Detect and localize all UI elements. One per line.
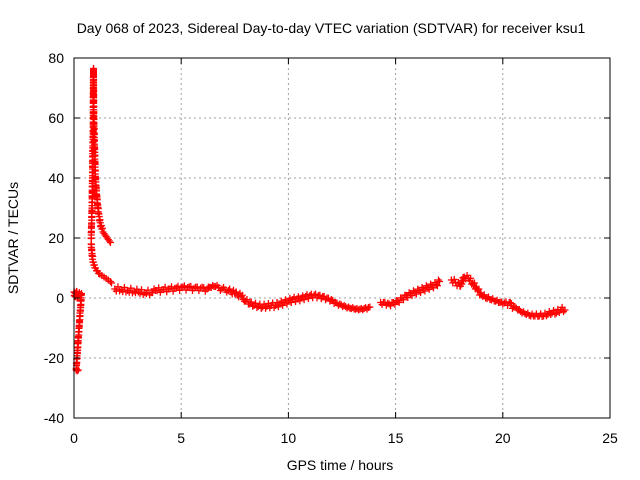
data-point-fill (120, 283, 128, 291)
data-point (432, 281, 440, 288)
data-point-fill (470, 279, 478, 287)
data-points (70, 65, 569, 375)
x-tick-label: 5 (177, 430, 185, 446)
x-axis-label: GPS time / hours (287, 457, 394, 473)
data-point (190, 284, 198, 292)
x-tick-label: 15 (388, 430, 404, 446)
y-tick-label: 0 (56, 290, 64, 306)
data-point-fill (408, 292, 416, 300)
data-point-fill (300, 296, 308, 304)
x-tick-label: 10 (281, 430, 297, 446)
y-tick-label: -20 (44, 350, 64, 366)
data-point (561, 306, 569, 314)
data-point-fill (475, 285, 483, 293)
data-point-fill (412, 290, 420, 298)
chart-title: Day 068 of 2023, Sidereal Day-to-day VTE… (77, 20, 586, 36)
data-point (73, 367, 81, 375)
data-point-fill (238, 291, 246, 299)
data-point (436, 278, 444, 285)
y-tick-label: 80 (48, 50, 64, 66)
data-point-fill (542, 312, 550, 320)
data-point-fill (187, 282, 195, 290)
y-tick-label: 20 (48, 230, 64, 246)
data-point (218, 285, 226, 293)
data-point-fill (399, 296, 407, 304)
data-point-fill (463, 271, 471, 279)
data-point-fill (136, 289, 144, 297)
data-point (327, 296, 335, 303)
data-point-fill (168, 283, 176, 291)
data-point-fill (395, 298, 403, 306)
y-tick-label: 60 (48, 110, 64, 126)
data-point-fill (560, 308, 568, 316)
data-point-fill (480, 291, 488, 299)
data-point (106, 239, 114, 246)
data-point-fill (243, 296, 251, 304)
data-point-fill (247, 298, 255, 306)
data-point-fill (433, 282, 441, 290)
data-point (366, 303, 374, 311)
data-point (105, 237, 113, 245)
x-tick-label: 25 (602, 430, 618, 446)
data-point-fill (551, 310, 559, 318)
y-tick-label: 40 (48, 170, 64, 186)
data-point-fill (174, 282, 182, 290)
data-point-fill (434, 276, 442, 284)
data-point (212, 283, 220, 291)
axis-ticks: 0 5 10 15 20 25 -40 -20 0 20 40 60 80 (44, 50, 618, 446)
x-tick-label: 20 (495, 430, 511, 446)
data-point (108, 279, 116, 287)
data-point-fill (404, 293, 412, 301)
data-point-fill (506, 299, 514, 307)
data-point-fill (232, 288, 240, 296)
y-axis-label: SDTVAR / TECUs (5, 182, 21, 294)
data-point-fill (287, 299, 295, 307)
y-tick-label: -40 (44, 410, 64, 426)
x-tick-label: 0 (70, 430, 78, 446)
data-point (106, 278, 114, 285)
data-point-fill (450, 275, 458, 283)
data-point-fill (216, 286, 224, 294)
data-point-fill (417, 289, 425, 297)
gridlines (74, 58, 610, 418)
data-point (74, 366, 82, 374)
data-point-fill (142, 290, 150, 298)
data-point-fill (467, 274, 475, 282)
data-point-fill (180, 282, 188, 290)
